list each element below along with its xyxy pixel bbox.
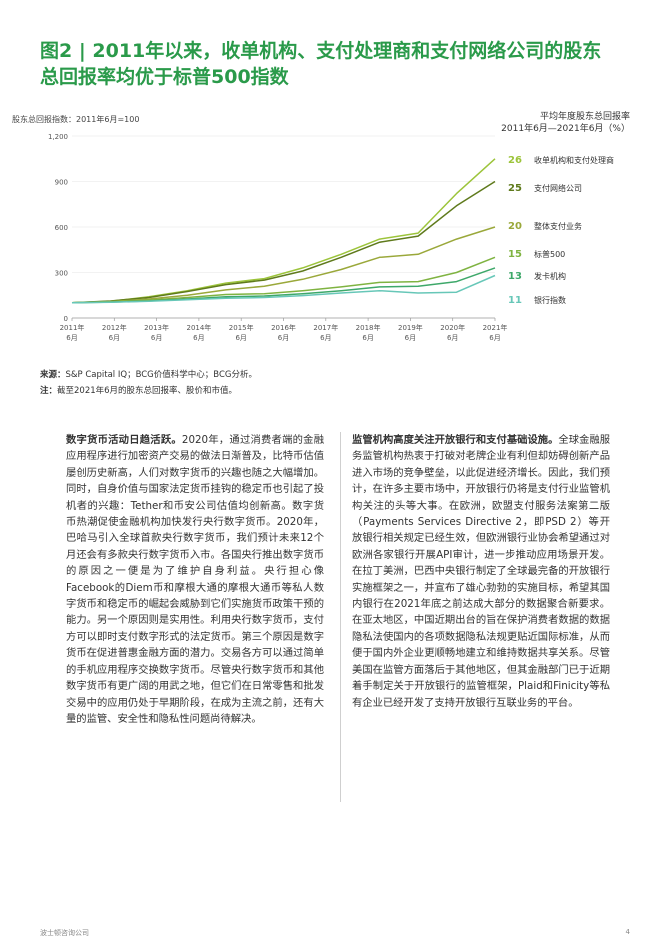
- legend-series-name: 发卡机构: [534, 272, 566, 281]
- legend-series-name: 标普500: [534, 250, 566, 259]
- x-tick-label-month: 6月: [447, 334, 458, 342]
- figure-title-line2: 总回报率均优于标普500指数: [40, 66, 289, 88]
- x-tick-label-month: 6月: [151, 334, 162, 342]
- series-line-1: [71, 180, 496, 304]
- x-tick-label-year: 2011年: [60, 323, 85, 332]
- x-tick-label-month: 6月: [278, 334, 289, 342]
- series-line-5: [71, 274, 496, 304]
- y-tick-label: 0: [64, 315, 68, 323]
- tsr-legend-title: 平均年度股东总回报率 2011年6月—2021年6月（%）: [430, 111, 630, 135]
- x-tick-label-month: 6月: [405, 334, 416, 342]
- tsr-chart: 0 300 600 900 1,200 2011年 6月 2012年 6月 2013年 6月 2014…: [40, 108, 640, 353]
- left-column-text: 数字货币活动日趋活跃。2020年，通过消费者端的金融应用程序进行加密资产交易的做…: [66, 432, 324, 727]
- footnote: 注：截至2021年6月的股东总回报率、股价和市值。: [40, 383, 257, 399]
- x-tick-label-year: 2017年: [313, 323, 338, 332]
- x-tick-label-year: 2016年: [271, 323, 296, 332]
- y-tick-label: 900: [55, 179, 68, 187]
- tsr-legend-title-line2: 2011年6月—2021年6月（%）: [501, 124, 630, 134]
- series-line-0: [71, 158, 496, 304]
- legend-item: 25 支付网络公司: [508, 183, 582, 194]
- legend-tsr-value: 11: [508, 295, 522, 306]
- source-text: S&P Capital IQ；BCG价值科学中心；BCG分析。: [65, 370, 257, 380]
- x-tick-label-year: 2012年: [102, 323, 127, 332]
- x-tick-label-year: 2014年: [186, 323, 211, 332]
- right-column-lead: 监管机构高度关注开放银行和支付基础设施。: [352, 434, 559, 446]
- x-tick-label-month: 6月: [362, 334, 373, 342]
- note-label: 注：: [40, 386, 58, 396]
- figure-title-line1: 图2 | 2011年以来，收单机构、支付处理商和支付网络公司的股东: [40, 40, 602, 62]
- legend-tsr-value: 20: [508, 221, 522, 232]
- right-column-body: 全球金融服务监管机构热衷于打破对老牌企业有利但却妨碍创新产品进入市场的竞争壁垒，…: [352, 434, 611, 709]
- legend-series-name: 支付网络公司: [534, 184, 582, 193]
- figure-title: 图2 | 2011年以来，收单机构、支付处理商和支付网络公司的股东 总回报率均优…: [40, 38, 640, 90]
- x-tick-label-month: 6月: [193, 334, 204, 342]
- x-tick-label-year: 2015年: [229, 323, 254, 332]
- legend-item: 26 收单机构和支付处理商: [508, 155, 614, 166]
- x-tick-label-year: 2021年: [483, 323, 508, 332]
- note-text: 截至2021年6月的股东总回报率、股价和市值。: [57, 386, 238, 396]
- legend-series-name: 银行指数: [534, 296, 566, 305]
- legend-tsr-value: 25: [508, 183, 522, 194]
- source-label: 来源：: [40, 370, 66, 380]
- x-tick-label-month: 6月: [320, 334, 331, 342]
- x-tick-label-month: 6月: [66, 334, 77, 342]
- series-line-3: [71, 256, 496, 304]
- x-tick-label-month: 6月: [109, 334, 120, 342]
- right-column-text: 监管机构高度关注开放银行和支付基础设施。全球金融服务监管机构热衷于打破对老牌企业…: [352, 432, 610, 711]
- y-tick-label: 300: [55, 270, 68, 278]
- series-line-2: [71, 226, 496, 304]
- x-tick-label-month: 6月: [235, 334, 246, 342]
- legend-series-name: 整体支付业务: [534, 222, 582, 231]
- legend-item: 20 整体支付业务: [508, 221, 582, 232]
- legend-item: 11 银行指数: [508, 295, 566, 306]
- column-divider: [340, 432, 341, 802]
- x-tick-label-month: 6月: [489, 334, 500, 342]
- x-tick-label-year: 2019年: [398, 323, 423, 332]
- y-tick-label: 600: [55, 224, 68, 232]
- left-column-lead: 数字货币活动日趋活跃。: [66, 434, 182, 446]
- footer-publisher: 波士顿咨询公司: [40, 929, 89, 937]
- x-tick-label-year: 2013年: [144, 323, 169, 332]
- x-tick-label-year: 2020年: [440, 323, 465, 332]
- y-tick-label: 1,200: [48, 133, 68, 141]
- legend-item: 13 发卡机构: [508, 271, 566, 282]
- left-column-body: 2020年，通过消费者端的金融应用程序进行加密资产交易的做法日渐普及，比特币估值…: [66, 434, 324, 725]
- source-note: 来源：S&P Capital IQ；BCG价值科学中心；BCG分析。: [40, 367, 257, 383]
- tsr-chart-svg: 0 300 600 900 1,200 2011年 6月 2012年 6月 2013年 6月 2014…: [48, 133, 508, 342]
- legend-item: 15 标普500: [508, 249, 565, 260]
- chart-notes: 来源：S&P Capital IQ；BCG价值科学中心；BCG分析。 注：截至2…: [40, 367, 257, 399]
- legend-tsr-value: 26: [508, 155, 522, 166]
- x-tick-label-year: 2018年: [356, 323, 381, 332]
- legend-series-name: 收单机构和支付处理商: [534, 156, 614, 165]
- tsr-legend-title-line1: 平均年度股东总回报率: [539, 112, 630, 122]
- page-number: 4: [625, 928, 630, 936]
- legend-tsr-value: 15: [508, 249, 522, 260]
- legend-tsr-value: 13: [508, 271, 522, 282]
- y-axis-label: 股东总回报指数：2011年6月=100: [12, 115, 140, 124]
